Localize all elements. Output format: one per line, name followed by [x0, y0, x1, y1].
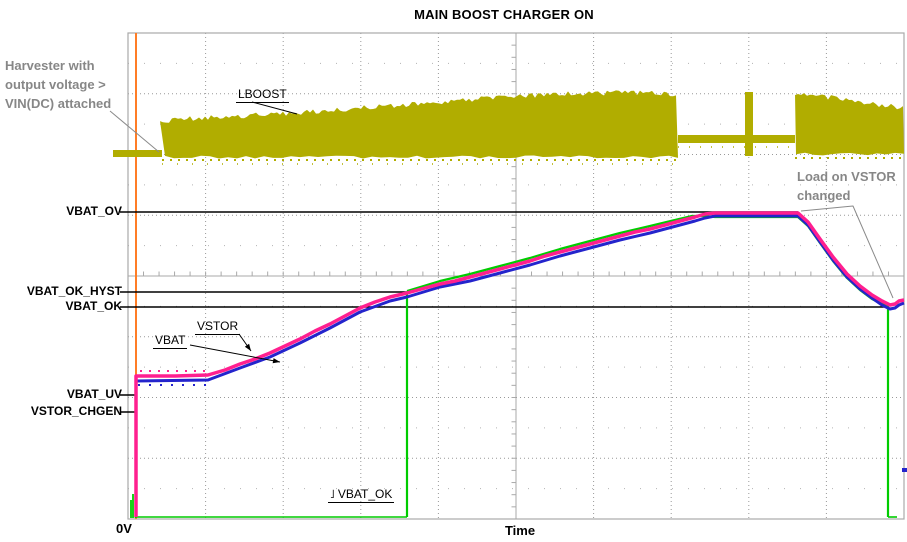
edge-marker — [902, 468, 907, 472]
vstor-trace — [134, 211, 905, 517]
pointer-lines — [109, 101, 894, 364]
annotation-line: changed — [797, 188, 851, 203]
annotation-line: Load on VSTOR — [797, 169, 896, 184]
threshold-label-vbat-uv: VBAT_UV — [66, 387, 122, 401]
threshold-lines — [120, 211, 888, 413]
trace-label-lboost: LBOOST — [236, 87, 289, 103]
edge-marker — [902, 468, 907, 472]
trace-label-vbat: VBAT — [153, 333, 188, 349]
annotation-line: Harvester with — [5, 58, 95, 73]
lboost-trace — [113, 90, 904, 165]
threshold-label-vbat-ov: VBAT_OV — [66, 204, 122, 218]
annotation-line: output voltage > — [5, 77, 106, 92]
x-axis-label: Time — [504, 523, 536, 538]
flat-noise — [138, 370, 210, 386]
origin-label: 0V — [116, 521, 132, 536]
threshold-label-vstor-chgen: VSTOR_CHGEN — [30, 404, 122, 418]
annotation-load-change: Load on VSTOR changed — [797, 167, 907, 205]
chart-title: MAIN BOOST CHARGER ON — [414, 7, 594, 22]
threshold-label-vbat-ok-hyst: VBAT_OK_HYST — [26, 284, 122, 298]
annotation-line: VIN(DC) attached — [5, 96, 112, 111]
annotation-harvester: Harvester with output voltage > VIN(DC) … — [5, 56, 145, 113]
trace-label-vbat-ok-low: ˩ VBAT_OK — [328, 487, 395, 503]
trace-label-vstor: VSTOR — [195, 319, 241, 335]
threshold-label-vbat-ok: VBAT_OK — [65, 299, 122, 313]
vbat-trace — [134, 214, 905, 517]
